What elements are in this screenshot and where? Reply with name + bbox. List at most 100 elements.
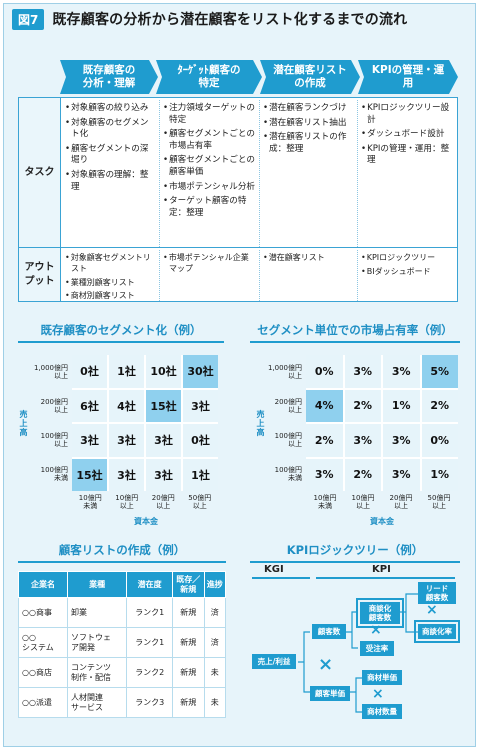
list-item: 注力領域ターゲットの特定 [163, 103, 256, 126]
times-symbol: × [426, 602, 438, 618]
table-header-cell: 企業名 [18, 571, 68, 598]
customer-table: 企業名 業種 潜在度 既存／ 新規 進捗 ○○商事 卸業 ランク1 新規済 ○○ システム ソフト… [18, 571, 226, 718]
segment-chart-title: 既存顧客のセグメント化（例） [40, 323, 202, 337]
table-cell: 未 [203, 657, 226, 688]
step-analysis: 既存顧客の 分析・理解 [60, 60, 158, 94]
grid-cell: 0社 [72, 355, 107, 388]
grid-cell: 2% [344, 458, 381, 491]
section-rule [250, 341, 460, 343]
x-tick-label: 10億円 以上 [351, 494, 375, 511]
grid-cell: 10社 [146, 355, 181, 388]
table-cell: 済 [203, 627, 226, 658]
grid-cell: 2% [344, 389, 381, 422]
share-x-title: 資本金 [370, 517, 394, 526]
grid-cell: 2% [306, 424, 343, 457]
output-cell-4: KPIロジックツリー BIダッシュボード [358, 250, 458, 301]
table-cell: 新規 [171, 657, 205, 688]
product-qty-node: 商材数量 [362, 704, 402, 719]
unit-price-node: 顧客単価 [310, 686, 350, 701]
table-cell: 新規 [171, 627, 205, 658]
list-item: ダッシュボード設計 [361, 129, 455, 141]
table-header-cell: 既存／ 新規 [171, 571, 205, 598]
grid-cell: 2% [421, 389, 458, 422]
grid-cell: 1社 [109, 355, 144, 388]
grid-cell: 1% [421, 458, 458, 491]
share-chart-title: セグメント単位での市場占有率（例） [257, 323, 453, 337]
table-cell: 卸業 [66, 597, 128, 628]
row-header-task: タスク [19, 98, 61, 247]
table-cell: ○○派遣 [18, 687, 68, 718]
grid-cell: 0社 [183, 424, 218, 457]
product-price-node: 商材単価 [362, 670, 402, 685]
x-tick-label: 20億円 以上 [151, 494, 175, 511]
table-cell: ○○商店 [18, 657, 68, 688]
table-cell: コンテンツ 制作・配信 [66, 657, 128, 688]
grid-cell: 3% [344, 424, 381, 457]
output-cell-1: 対象顧客セグメントリスト業種別顧客リスト商材別顧客リスト [62, 250, 160, 301]
list-item: ターゲット顧客の特定：整理 [163, 196, 256, 219]
x-tick-label: 20億円 以上 [389, 494, 413, 511]
x-tick-label: 50億円 以上 [188, 494, 212, 511]
lead-customers-node: リード 顧客数 [418, 582, 456, 604]
conversion-node: 商談化率 [414, 620, 460, 643]
table-cell: 新規 [171, 687, 205, 718]
grid-cell: 3社 [109, 458, 144, 491]
x-tick-label: 50億円 以上 [427, 494, 451, 511]
customers-node: 顧客数 [312, 624, 346, 639]
segment-y-title: 売上高 [19, 410, 28, 437]
grid-cell: 3% [383, 355, 420, 388]
step-kpi: KPIの管理・運用 [358, 60, 458, 94]
y-tick-label: 100億円 以上 [40, 432, 68, 449]
task-cell-3: 潜在顧客ランクづけ潜在顧客リスト抽出潜在顧客リストの作成：整理 [260, 100, 358, 247]
figure-badge: 図7 [12, 8, 45, 30]
step-label: 潜在顧客リスト の作成 [273, 63, 347, 89]
grid-cell: 5% [421, 355, 458, 388]
y-tick-label: 1,000億円 以上 [267, 364, 302, 381]
grid-cell: 6社 [72, 389, 107, 422]
list-item: KPIロジックツリー [361, 253, 455, 264]
product-customers-node: 商談化 顧客数 [356, 598, 404, 628]
list-item: 潜在顧客リスト抽出 [263, 118, 354, 130]
step-label: ﾀｰｹﾞｯﾄ顧客の 特定 [177, 63, 241, 89]
task-cell-1: 対象顧客の絞り込み対象顧客のセグメント化顧客セグメントの深堀り対象顧客の理解：整… [62, 100, 160, 247]
grid-cell: 30社 [183, 355, 218, 388]
table-row: ○○派遣 人材関連 サービス ランク3 新規未 [18, 687, 226, 718]
grid-cell: 3% [383, 458, 420, 491]
grid-cell: 1社 [183, 458, 218, 491]
row-divider [18, 247, 458, 248]
step-target: ﾀｰｹﾞｯﾄ顧客の 特定 [156, 60, 262, 94]
output-cell-2: 市場ポテンシャル企業マップ [160, 250, 260, 301]
row-header-label: アウト プット [24, 261, 55, 287]
table-row: ○○ システム ソフトウェ ア開発 ランク1 新規済 [18, 627, 226, 658]
kpi-tree-title: KPIロジックツリー（例） [286, 543, 424, 557]
task-cell-2: 注力領域ターゲットの特定顧客セグメントごとの市場占有率顧客セグメントごとの顧客単… [160, 100, 260, 247]
section-rule [18, 341, 224, 343]
list-item: 市場ポテンシャル分析 [163, 182, 256, 194]
share-grid: 0% 3% 3% 5% 4% 2% 1% 2% 2% 3% 3% 0% 3% 2% 3% 1% [306, 355, 458, 491]
table-cell: 新規 [171, 597, 205, 628]
times-symbol: × [372, 686, 384, 702]
list-item: 潜在顧客リスト [263, 253, 354, 264]
grid-cell: 15社 [146, 389, 181, 422]
y-tick-label: 200億円 以上 [274, 398, 302, 415]
y-tick-label: 100億円 未満 [40, 466, 68, 483]
table-row: ○○商店 コンテンツ 制作・配信 ランク2 新規未 [18, 657, 226, 688]
table-cell: 済 [203, 597, 226, 628]
list-item: 顧客セグメントごとの市場占有率 [163, 129, 256, 152]
list-item: 対象顧客のセグメント化 [65, 118, 156, 141]
y-tick-label: 200億円 以上 [40, 398, 68, 415]
x-tick-label: 10億円 未満 [313, 494, 337, 511]
kgi-root-node: 売上/利益 [252, 654, 296, 669]
list-item: 潜在顧客ランクづけ [263, 103, 354, 115]
step-label: 既存顧客の 分析・理解 [82, 63, 136, 89]
x-tick-label: 10億円 以上 [115, 494, 139, 511]
table-cell: ランク1 [126, 597, 173, 628]
list-item: 対象顧客セグメントリスト [65, 253, 156, 275]
orders-node: 受注率 [360, 641, 394, 656]
segment-x-title: 資本金 [134, 517, 158, 526]
list-item: KPIの管理・運用：整理 [361, 144, 455, 167]
kpi-tree-lines [252, 577, 455, 713]
table-cell: ランク3 [126, 687, 173, 718]
grid-cell: 15社 [72, 458, 107, 491]
table-cell: ランク1 [126, 627, 173, 658]
